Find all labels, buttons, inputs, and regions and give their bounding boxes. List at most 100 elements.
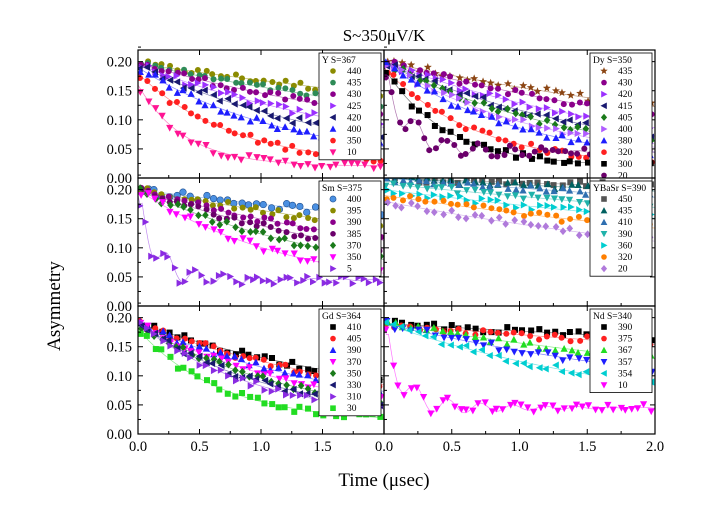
data-point-440 — [194, 67, 201, 74]
data-point-350 — [305, 149, 312, 156]
data-point-10 — [394, 382, 402, 390]
data-point-320 — [456, 122, 463, 129]
data-point-400 — [159, 76, 167, 84]
data-point-310 — [138, 319, 144, 326]
data-point-350 — [195, 221, 203, 228]
data-point-10 — [297, 162, 305, 170]
data-point-320 — [440, 197, 447, 204]
data-point-425 — [202, 81, 210, 89]
data-point-350 — [187, 110, 194, 117]
data-point-357 — [527, 351, 535, 358]
data-point-425 — [254, 97, 262, 105]
data-point-320 — [470, 204, 477, 211]
data-point-430 — [253, 89, 260, 96]
tick-labels-group: 0.000.050.100.150.200.000.050.100.150.20… — [107, 55, 664, 455]
data-point-425 — [259, 99, 267, 107]
data-point-310 — [239, 374, 247, 382]
data-point-420 — [568, 110, 575, 118]
x-axis-label: Time (μsec) — [338, 470, 429, 491]
data-point-430 — [478, 82, 485, 89]
data-point-367 — [462, 330, 470, 338]
data-point-380 — [511, 122, 519, 130]
data-point-385 — [210, 211, 217, 218]
data-point-380 — [495, 119, 503, 127]
legend-label-380: 380 — [618, 137, 633, 147]
data-point-350 — [144, 190, 153, 197]
data-point-320 — [527, 210, 534, 217]
data-point-435 — [542, 83, 551, 92]
data-point-435 — [423, 63, 432, 71]
data-point-357 — [487, 339, 496, 347]
legend-label-405: 405 — [347, 335, 362, 345]
data-point-370 — [232, 362, 240, 370]
legend-marker-350 — [330, 137, 336, 144]
data-point-410 — [384, 178, 390, 182]
data-point-20 — [512, 146, 519, 153]
data-point-350 — [217, 122, 224, 129]
data-point-435 — [479, 77, 488, 85]
data-point-310 — [150, 330, 158, 338]
data-point-390 — [462, 187, 471, 194]
data-point-5 — [142, 218, 150, 226]
y-tick-label: 0.20 — [107, 183, 132, 199]
data-point-20 — [451, 141, 458, 148]
data-point-395 — [239, 204, 246, 211]
data-point-400 — [441, 88, 448, 97]
data-point-420 — [239, 101, 247, 109]
data-point-30 — [158, 346, 165, 353]
data-point-10 — [517, 401, 525, 409]
data-point-20 — [488, 153, 495, 160]
data-point-310 — [268, 387, 276, 395]
data-point-20 — [494, 153, 501, 160]
data-point-20 — [384, 198, 391, 207]
legend-label-350: 350 — [347, 253, 362, 263]
data-point-375 — [527, 333, 534, 340]
data-point-300 — [391, 78, 398, 85]
data-point-395 — [290, 215, 297, 222]
data-point-330 — [231, 372, 239, 381]
data-point-410 — [494, 180, 502, 188]
data-point-430 — [543, 96, 550, 103]
data-point-405 — [422, 77, 430, 85]
legend-title: Dy S=350 — [593, 56, 632, 66]
data-point-10 — [376, 163, 384, 171]
data-point-320 — [503, 207, 510, 214]
data-point-390 — [304, 371, 312, 379]
data-point-354 — [397, 322, 405, 330]
data-point-435 — [574, 181, 582, 188]
data-point-30 — [296, 403, 303, 410]
data-point-360 — [550, 203, 558, 211]
data-point-330 — [203, 358, 210, 367]
data-point-400 — [424, 82, 432, 90]
data-point-435 — [576, 89, 585, 97]
data-point-425 — [305, 112, 313, 120]
data-point-430 — [165, 68, 172, 75]
data-point-354 — [552, 361, 559, 369]
data-point-425 — [246, 99, 254, 107]
data-point-360 — [513, 204, 520, 212]
data-point-380 — [469, 107, 478, 115]
data-point-405 — [260, 356, 267, 363]
data-point-430 — [282, 96, 289, 103]
data-point-320 — [518, 144, 525, 151]
data-point-310 — [311, 396, 319, 404]
data-point-300 — [481, 141, 488, 148]
data-point-310 — [144, 324, 151, 332]
data-point-435 — [238, 80, 245, 87]
legend-marker-405 — [600, 113, 608, 122]
data-point-400 — [179, 188, 187, 196]
data-point-30 — [313, 411, 320, 418]
data-point-410 — [486, 183, 494, 190]
data-point-390 — [480, 189, 488, 196]
legend-marker-10 — [600, 382, 608, 389]
data-point-420 — [312, 119, 320, 127]
data-point-350 — [267, 140, 274, 147]
data-point-310 — [233, 377, 240, 385]
data-point-425 — [267, 99, 275, 108]
legend-label-390: 390 — [618, 323, 633, 333]
data-point-10 — [217, 152, 225, 160]
data-point-400 — [201, 101, 209, 109]
y-tick-label: 0.10 — [107, 113, 132, 129]
